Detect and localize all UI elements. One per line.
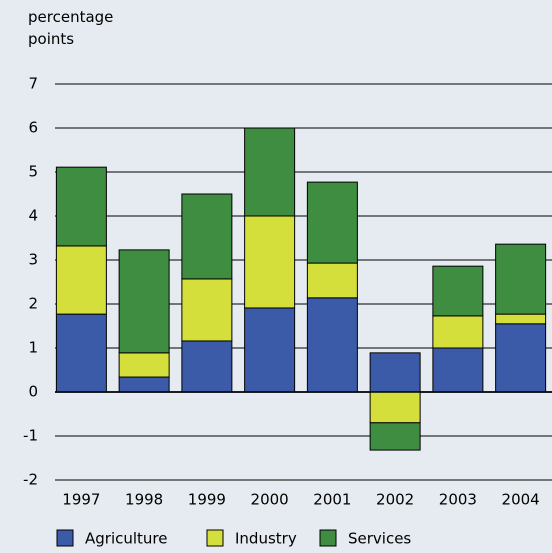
x-tick-label: 2001: [313, 491, 351, 509]
x-tick-label: 2004: [502, 491, 540, 509]
y-tick-label: 6: [28, 119, 38, 137]
y-tick-label: -2: [23, 471, 38, 489]
bar-segment: [244, 215, 296, 309]
x-tick-label: 1999: [188, 491, 226, 509]
bar-segment: [244, 307, 296, 393]
bar-segment: [181, 193, 233, 280]
bar-segment: [495, 313, 547, 325]
y-axis-label: percentage points: [28, 8, 114, 48]
legend-label: Industry: [235, 530, 297, 548]
bar-segment: [432, 315, 484, 349]
bar-segment: [432, 347, 484, 393]
bar-segment: [181, 340, 233, 393]
bar-segment: [118, 376, 170, 393]
y-tick-label: 0: [28, 383, 38, 401]
legend-label: Agriculture: [85, 530, 168, 548]
bar-segment: [118, 352, 170, 378]
bar-segment: [369, 391, 421, 424]
bar-segment: [55, 313, 107, 393]
legend-swatch: [319, 529, 337, 547]
legend-label: Services: [348, 530, 411, 548]
bar-segment: [306, 297, 358, 393]
y-tick-label: 3: [28, 251, 38, 269]
x-tick-label: 2003: [439, 491, 477, 509]
bar-segment: [118, 249, 170, 354]
bar-segment: [181, 278, 233, 342]
y-tick-label: 4: [28, 207, 38, 225]
bar-segment: [432, 265, 484, 317]
bar-segment: [495, 243, 547, 315]
x-tick-label: 1998: [125, 491, 163, 509]
bar-segment: [495, 323, 547, 393]
bar-segment: [369, 352, 421, 393]
y-tick-label: 5: [28, 163, 38, 181]
bar-segment: [55, 245, 107, 315]
bar-segment: [306, 262, 358, 299]
bar-segment: [244, 127, 296, 217]
legend-swatch: [56, 529, 74, 547]
x-tick-label: 2002: [376, 491, 414, 509]
y-tick-label: 1: [28, 339, 38, 357]
y-tick-label: 7: [28, 75, 38, 93]
bar-segment: [369, 422, 421, 451]
x-tick-label: 2000: [251, 491, 289, 509]
legend-swatch: [206, 529, 224, 547]
x-tick-label: 1997: [62, 491, 100, 509]
y-tick-label: 2: [28, 295, 38, 313]
y-tick-label: -1: [23, 427, 38, 445]
bar-segment: [306, 181, 358, 264]
bar-segment: [55, 166, 107, 247]
